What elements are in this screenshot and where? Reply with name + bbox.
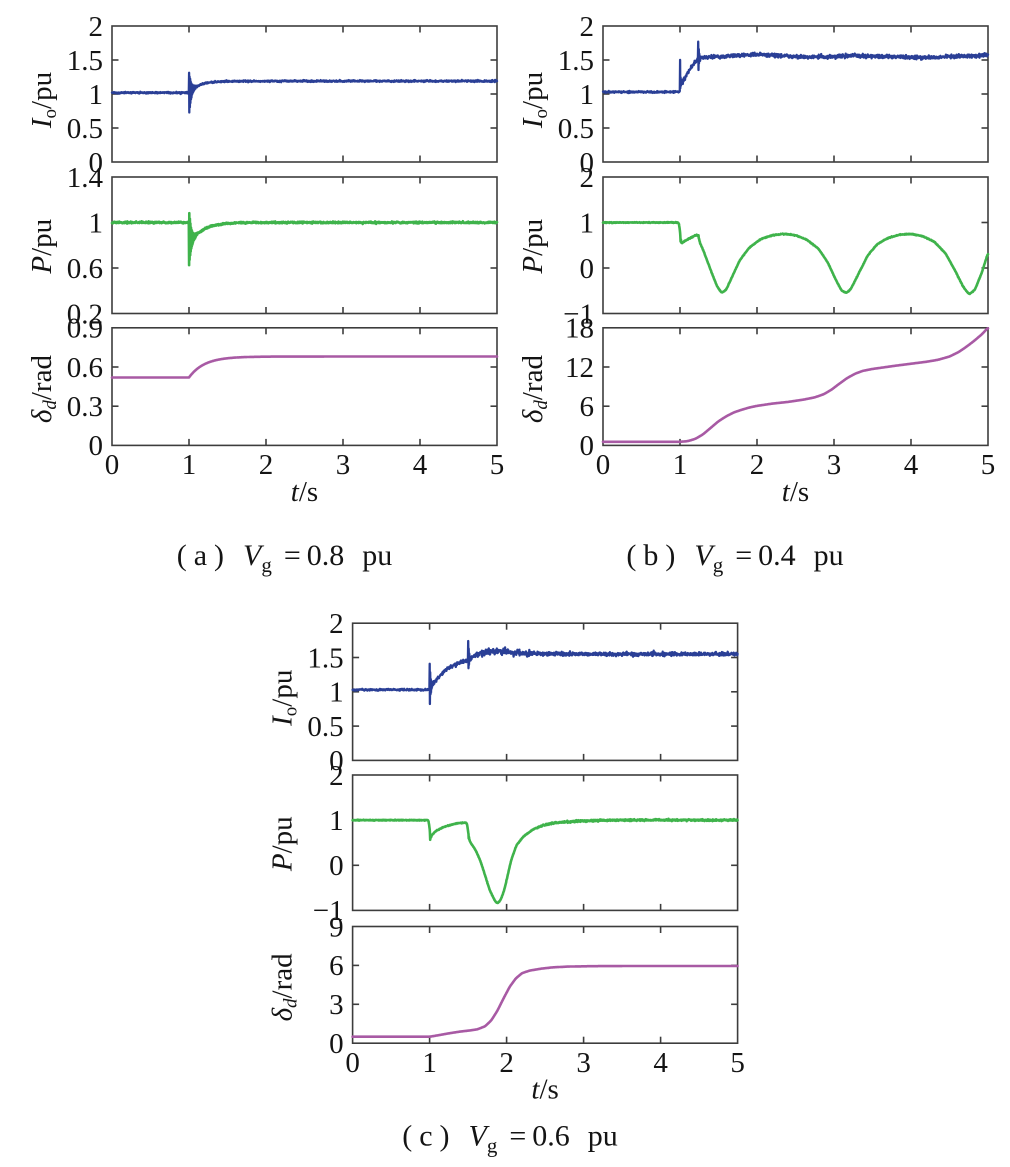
svg-text:0: 0 — [580, 430, 595, 462]
svg-text:1.5: 1.5 — [307, 642, 343, 674]
svg-text:9: 9 — [329, 911, 344, 943]
svg-text:δd/rad: δd/rad — [517, 355, 552, 424]
svg-text:2: 2 — [329, 760, 344, 792]
svg-text:3: 3 — [329, 989, 344, 1021]
svg-text:0: 0 — [596, 449, 611, 481]
svg-text:t/s: t/s — [291, 476, 318, 508]
svg-text:0: 0 — [580, 147, 595, 179]
svg-text:4: 4 — [904, 449, 919, 481]
svg-text:5: 5 — [981, 449, 996, 481]
svg-text:0: 0 — [89, 147, 104, 179]
svg-text:2: 2 — [580, 162, 595, 194]
svg-text:−1: −1 — [313, 895, 344, 927]
svg-text:0: 0 — [329, 850, 344, 882]
svg-text:1: 1 — [580, 207, 595, 239]
svg-text:6: 6 — [580, 391, 595, 423]
svg-text:0.5: 0.5 — [67, 113, 103, 145]
svg-text:t/s: t/s — [782, 476, 809, 508]
svg-text:2: 2 — [580, 11, 595, 43]
svg-text:1: 1 — [329, 677, 344, 709]
svg-text:1: 1 — [580, 79, 595, 111]
svg-text:6: 6 — [329, 950, 344, 982]
svg-text:−1: −1 — [563, 298, 594, 330]
svg-text:1: 1 — [673, 449, 688, 481]
svg-text:5: 5 — [490, 449, 505, 481]
svg-text:1: 1 — [182, 449, 197, 481]
svg-text:1: 1 — [89, 207, 104, 239]
svg-text:3: 3 — [576, 1047, 591, 1079]
svg-text:Io/pu: Io/pu — [517, 72, 552, 129]
svg-text:0: 0 — [329, 1028, 344, 1060]
svg-text:1.5: 1.5 — [67, 45, 103, 77]
svg-text:0.5: 0.5 — [307, 711, 343, 743]
svg-text:2: 2 — [259, 449, 274, 481]
svg-text:1: 1 — [422, 1047, 437, 1079]
svg-text:0.2: 0.2 — [67, 298, 103, 330]
svg-text:0: 0 — [580, 253, 595, 285]
svg-text:0: 0 — [105, 449, 120, 481]
svg-text:0: 0 — [345, 1047, 360, 1079]
svg-text:Io/pu: Io/pu — [26, 72, 61, 129]
svg-text:0.6: 0.6 — [67, 352, 103, 384]
svg-text:P/pu: P/pu — [267, 816, 299, 872]
svg-text:δd/rad: δd/rad — [26, 355, 61, 424]
svg-text:0.5: 0.5 — [558, 113, 594, 145]
svg-text:1.5: 1.5 — [558, 45, 594, 77]
svg-text:2: 2 — [329, 608, 344, 640]
svg-text:0.3: 0.3 — [67, 391, 103, 423]
svg-text:t/s: t/s — [531, 1074, 558, 1106]
svg-text:1: 1 — [89, 79, 104, 111]
svg-text:Io/pu: Io/pu — [267, 670, 302, 727]
svg-text:3: 3 — [827, 449, 842, 481]
svg-text:1.4: 1.4 — [67, 162, 104, 194]
svg-text:0.6: 0.6 — [67, 253, 103, 285]
svg-text:1: 1 — [329, 805, 344, 837]
svg-text:12: 12 — [565, 352, 594, 384]
svg-text:0: 0 — [329, 745, 344, 777]
svg-text:18: 18 — [565, 313, 594, 345]
svg-text:P/pu: P/pu — [26, 219, 58, 275]
svg-text:4: 4 — [653, 1047, 668, 1079]
svg-text:0: 0 — [89, 430, 104, 462]
svg-text:2: 2 — [750, 449, 765, 481]
svg-text:3: 3 — [336, 449, 351, 481]
svg-text:0.9: 0.9 — [67, 313, 103, 345]
svg-text:2: 2 — [499, 1047, 514, 1079]
svg-text:δd/rad: δd/rad — [267, 953, 302, 1022]
svg-text:5: 5 — [730, 1047, 745, 1079]
svg-text:4: 4 — [413, 449, 428, 481]
svg-text:2: 2 — [89, 11, 104, 43]
svg-text:P/pu: P/pu — [517, 219, 549, 275]
